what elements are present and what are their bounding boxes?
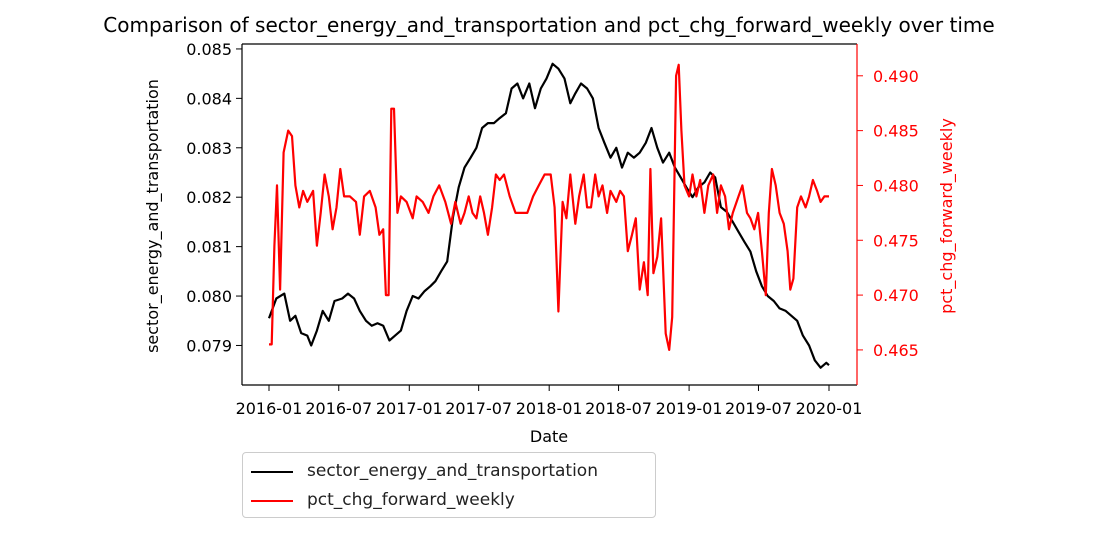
legend-item-pct-chg: pct_chg_forward_weekly [243, 486, 655, 516]
right-y-tick-label: 0.485 [873, 122, 919, 141]
left-y-tick-label: 0.084 [186, 89, 232, 108]
plot-area [267, 62, 830, 369]
x-tick-label: 2018-01 [516, 399, 583, 418]
legend-item-sector-energy: sector_energy_and_transportation [243, 457, 655, 487]
right-y-axis-label: pct_chg_forward_weekly [937, 118, 957, 314]
right-y-tick-label: 0.470 [873, 286, 919, 305]
right-y-tick-label: 0.480 [873, 176, 919, 195]
chart-title: Comparison of sector_energy_and_transpor… [103, 13, 994, 37]
legend: sector_energy_and_transportation pct_chg… [242, 452, 656, 518]
left-y-tick-label: 0.080 [186, 287, 232, 306]
x-tick-label: 2017-01 [376, 399, 443, 418]
left-y-tick-label: 0.079 [186, 336, 232, 355]
right-y-tick-label: 0.475 [873, 231, 919, 250]
series-line-2 [269, 63, 829, 351]
left-y-axis-label: sector_energy_and_transportation [143, 79, 163, 353]
axes: 2016-01 2016-07 2017-01 2017-07 2018-01 2018-… [186, 40, 919, 418]
legend-swatch-red [251, 500, 293, 502]
x-tick-label: 2020-01 [796, 399, 863, 418]
left-y-tick-label: 0.083 [186, 139, 232, 158]
x-tick-label: 2017-07 [445, 399, 512, 418]
right-y-tick-label: 0.490 [873, 67, 919, 86]
left-y-tick-label: 0.082 [186, 188, 232, 207]
left-y-tick-label: 0.081 [186, 238, 232, 257]
x-tick-label: 2019-07 [725, 399, 792, 418]
x-tick-label: 2019-01 [656, 399, 723, 418]
left-y-tick-label: 0.085 [186, 40, 232, 59]
right-y-tick-label: 0.465 [873, 341, 919, 360]
legend-swatch-black [251, 471, 293, 473]
series-line-1 [267, 62, 830, 369]
x-axis-label: Date [530, 427, 568, 446]
legend-label-sector-energy: sector_energy_and_transportation [307, 461, 598, 481]
legend-label-pct-chg: pct_chg_forward_weekly [307, 490, 515, 510]
x-tick-label: 2016-07 [305, 399, 372, 418]
x-tick-label: 2016-01 [236, 399, 303, 418]
x-tick-label: 2018-07 [585, 399, 652, 418]
